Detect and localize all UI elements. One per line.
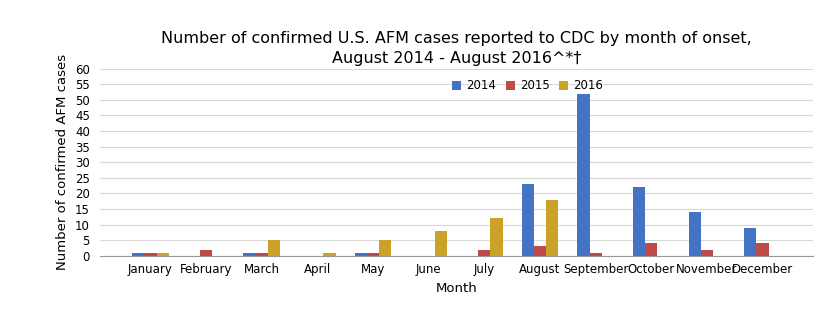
Bar bbox=[132, 253, 144, 256]
Bar bbox=[578, 94, 589, 256]
Bar bbox=[256, 253, 268, 256]
Legend: 2014, 2015, 2016: 2014, 2015, 2016 bbox=[447, 75, 608, 97]
Bar bbox=[144, 253, 157, 256]
Bar bbox=[534, 246, 546, 256]
Bar bbox=[379, 240, 392, 256]
Bar bbox=[435, 231, 447, 256]
Bar bbox=[324, 253, 335, 256]
Bar bbox=[268, 240, 280, 256]
Bar bbox=[645, 243, 657, 256]
Bar bbox=[633, 187, 645, 256]
Bar bbox=[157, 253, 168, 256]
X-axis label: Month: Month bbox=[436, 282, 477, 295]
Bar bbox=[243, 253, 256, 256]
Y-axis label: Number of confirmed AFM cases: Number of confirmed AFM cases bbox=[56, 54, 70, 270]
Title: Number of confirmed U.S. AFM cases reported to CDC by month of onset,
August 201: Number of confirmed U.S. AFM cases repor… bbox=[161, 31, 752, 66]
Bar bbox=[478, 250, 491, 256]
Bar bbox=[200, 250, 212, 256]
Bar bbox=[745, 228, 756, 256]
Bar bbox=[521, 184, 534, 256]
Bar bbox=[756, 243, 769, 256]
Bar bbox=[367, 253, 379, 256]
Bar bbox=[491, 218, 503, 256]
Bar bbox=[546, 200, 559, 256]
Bar bbox=[701, 250, 713, 256]
Bar bbox=[589, 253, 602, 256]
Bar bbox=[354, 253, 367, 256]
Bar bbox=[689, 212, 701, 256]
